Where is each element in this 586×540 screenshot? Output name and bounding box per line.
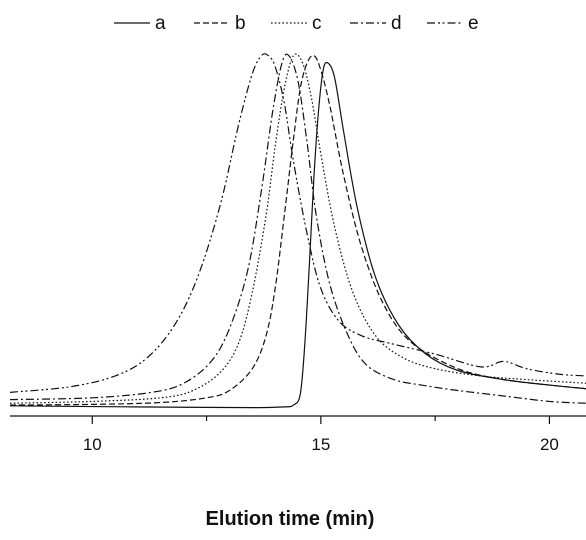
legend-label-a: a xyxy=(155,13,166,34)
x-axis-label: Elution time (min) xyxy=(206,508,375,530)
legend-label-d: d xyxy=(391,13,402,34)
series-line-a xyxy=(9,61,586,409)
x-tick-label: 15 xyxy=(311,435,330,454)
legend-label-c: c xyxy=(312,13,322,34)
series-line-b xyxy=(9,54,586,406)
series-line-d xyxy=(9,53,586,404)
plot-lines xyxy=(9,53,586,409)
legend-label-b: b xyxy=(235,13,246,34)
legend-label-e: e xyxy=(468,13,479,34)
x-axis: 10 15 20 xyxy=(10,415,586,454)
series-line-c xyxy=(9,53,586,404)
x-tick-label: 10 xyxy=(83,435,102,454)
x-tick-label: 20 xyxy=(540,435,559,454)
legend: a b c d e xyxy=(114,13,479,34)
series-line-e xyxy=(9,53,586,393)
